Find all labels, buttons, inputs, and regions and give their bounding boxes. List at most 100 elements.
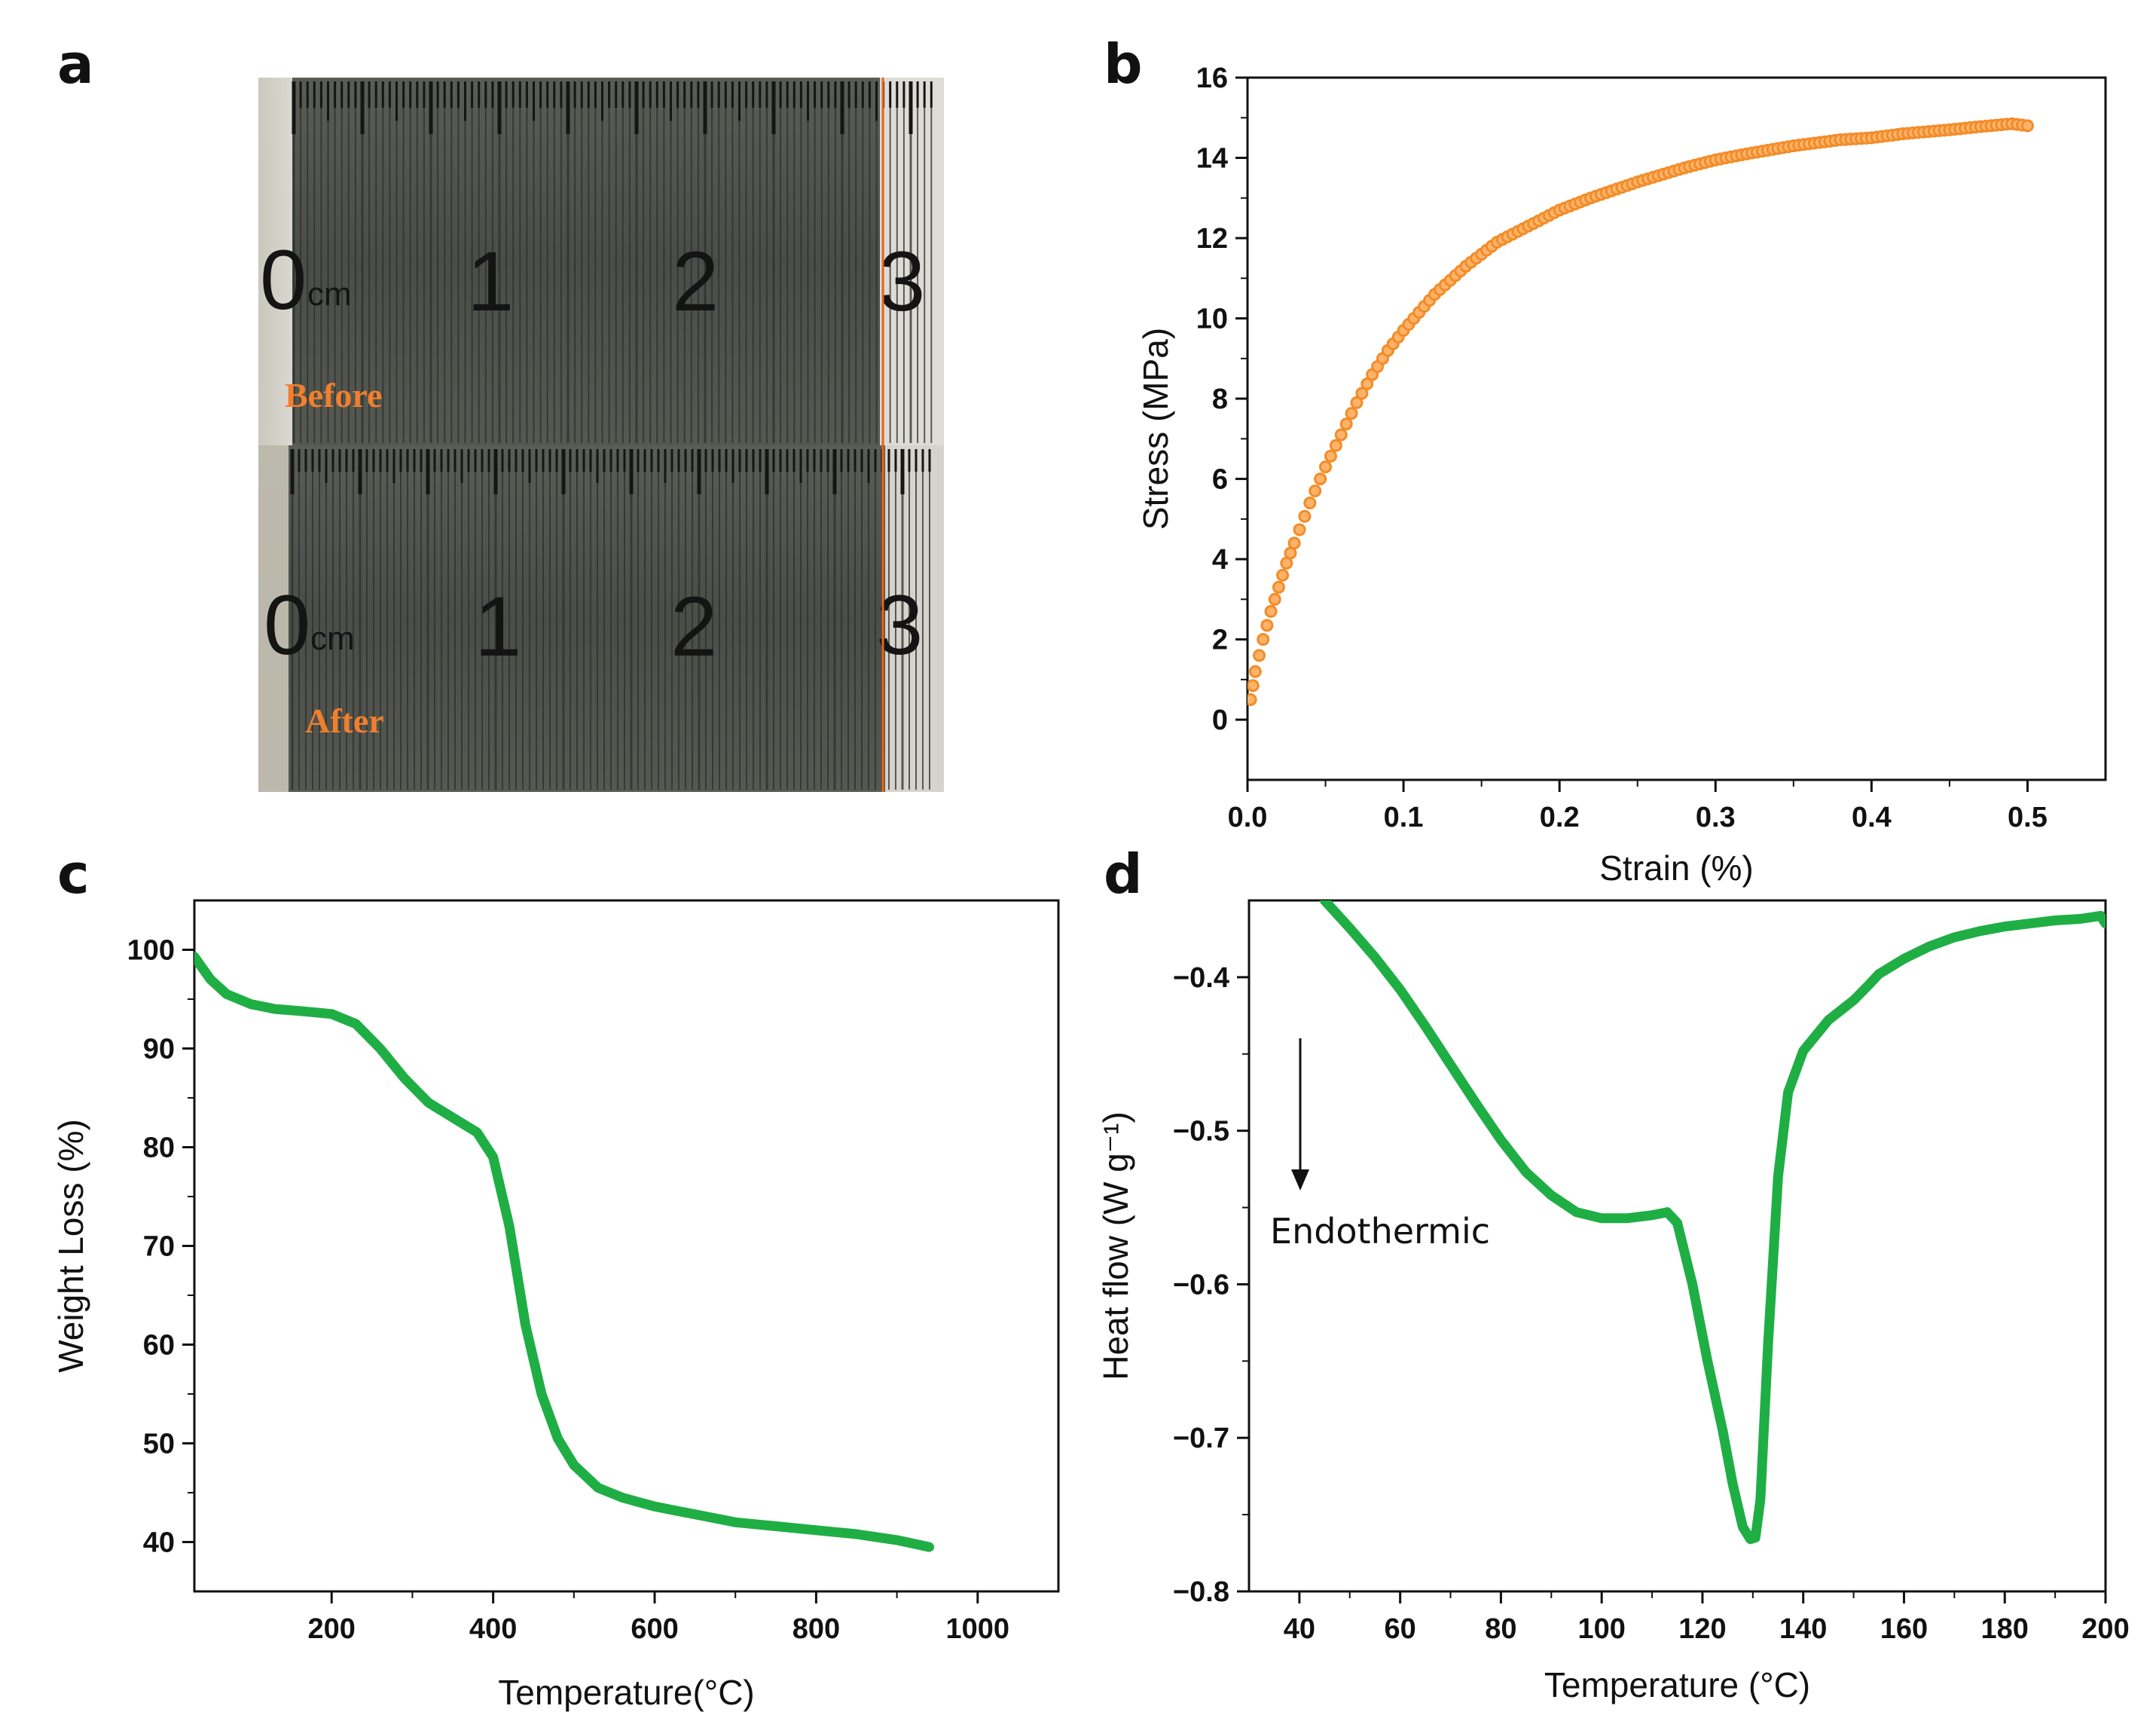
y-tick-label: 90 — [143, 1034, 175, 1065]
data-point — [1360, 378, 1374, 391]
ruler-unit-before: cm — [307, 276, 352, 313]
x-tick-label: 100 — [1577, 1613, 1625, 1645]
chart-stress-strain: 0.0 0.1 0.2 0.3 0.4 0.5 0 2 4 6 8 10 12 14 16 Strain (%… — [1136, 63, 2107, 888]
x-tick-label: 0.1 — [1384, 802, 1424, 833]
panel-a-letter: a — [57, 32, 94, 96]
panel-b-letter: b — [1104, 32, 1143, 96]
ruler-one-before: 1 — [467, 234, 514, 329]
x-tick-label: 0.5 — [2008, 802, 2048, 833]
x-tick-label: 800 — [792, 1613, 840, 1645]
data-point — [1324, 449, 1337, 463]
x-tick-label: 80 — [1485, 1613, 1516, 1645]
ruler-one-after: 1 — [475, 579, 521, 674]
y-tick-label: 2 — [1212, 625, 1228, 656]
y-tick-label: 40 — [143, 1527, 175, 1559]
y-tick-label: 80 — [143, 1133, 175, 1164]
y-axis-title: Stress (MPa) — [1136, 328, 1175, 530]
endothermic-arrow-head — [1291, 1169, 1309, 1191]
data-point — [1355, 387, 1369, 400]
data-point — [1268, 592, 1281, 606]
data-point — [1293, 523, 1306, 536]
data-point — [1339, 417, 1353, 431]
x-tick-label: 180 — [1981, 1613, 2029, 1645]
data-point — [1253, 649, 1266, 662]
panel-c-letter: c — [57, 842, 90, 906]
photo-after: 0 cm 1 2 3 After — [258, 445, 944, 792]
data-point — [1334, 428, 1348, 442]
ruler-ticks-after — [290, 449, 931, 790]
y-tick-label: 6 — [1212, 464, 1228, 496]
before-label: Before — [285, 376, 382, 414]
data-point — [1329, 439, 1342, 452]
data-point — [1264, 604, 1278, 618]
chart-tga: 200 400 600 800 1000 40 50 60 70 80 90 100 Temperatu… — [51, 899, 1060, 1712]
y-tick-label: 60 — [143, 1330, 175, 1362]
ruler-two-after: 2 — [670, 579, 717, 674]
x-tick-label: 0.2 — [1540, 802, 1580, 833]
x-tick-label: 120 — [1678, 1613, 1726, 1645]
y-tick-label: 0 — [1212, 705, 1228, 736]
data-point — [1319, 460, 1333, 474]
panel-a-photo: 0 cm 1 2 3 Before 0 cm 1 2 3 After — [258, 78, 944, 792]
data-point — [1260, 619, 1274, 632]
y-tick-label: 14 — [1196, 143, 1228, 175]
data-point — [1257, 633, 1270, 647]
data-point — [1287, 536, 1301, 550]
ruler-zero-before: 0 — [260, 233, 307, 327]
x-axis-title: Strain (%) — [1599, 848, 1753, 888]
ruler-two-before: 2 — [672, 234, 719, 329]
y-tick-label: 16 — [1196, 63, 1228, 94]
y-tick-label: 100 — [127, 935, 175, 967]
y-tick-label: 70 — [143, 1231, 175, 1263]
y-tick-label: 50 — [143, 1429, 175, 1460]
x-tick-label: 40 — [1284, 1613, 1315, 1645]
data-point — [1350, 396, 1364, 409]
x-tick-label: 600 — [631, 1613, 678, 1645]
plot-frame — [1247, 899, 2107, 1593]
x-tick-label: 160 — [1880, 1613, 1928, 1645]
data-point — [1298, 509, 1312, 523]
data-point — [1248, 665, 1262, 678]
photo-before: 0 cm 1 2 3 Before — [258, 78, 944, 445]
ruler-unit-after: cm — [310, 620, 355, 657]
ruler-ticks-before — [292, 81, 933, 443]
data-line — [194, 952, 934, 1552]
x-axis-title: Temperature (°C) — [1544, 1665, 1810, 1704]
data-point — [2020, 119, 2034, 133]
plot-frame — [1246, 76, 2107, 781]
ruler-three-before: 3 — [878, 234, 925, 329]
y-tick-label: −0.8 — [1173, 1576, 1229, 1608]
x-tick-label: 0.0 — [1228, 802, 1268, 833]
x-tick-label: 200 — [308, 1613, 356, 1645]
data-point — [1247, 692, 1257, 706]
after-label: After — [305, 702, 384, 740]
data-point — [1272, 580, 1285, 594]
y-tick-label: −0.6 — [1173, 1269, 1229, 1301]
ruler-zero-after: 0 — [264, 578, 310, 672]
y-tick-label: −0.5 — [1173, 1116, 1229, 1148]
x-tick-label: 60 — [1385, 1613, 1416, 1645]
x-tick-label: 140 — [1779, 1613, 1827, 1645]
data-point — [1276, 568, 1290, 582]
data-point — [1309, 485, 1322, 498]
x-tick-label: 1000 — [946, 1613, 1010, 1645]
data-point — [1303, 497, 1317, 510]
data-point — [1314, 472, 1327, 486]
y-tick-label: −0.4 — [1173, 962, 1229, 994]
chart-dsc: 40 60 80 100 120 140 160 180 200 −0.8 −0.7 −0.6 −0.5… — [1096, 899, 2130, 1704]
y-axis-title: Weight Loss (%) — [51, 1119, 90, 1373]
data-series — [1247, 117, 2034, 706]
panel-d-letter: d — [1104, 842, 1143, 906]
data-point — [1247, 679, 1260, 692]
x-tick-label: 200 — [2081, 1613, 2129, 1645]
x-tick-label: 0.3 — [1696, 802, 1736, 833]
y-tick-label: 8 — [1212, 384, 1228, 415]
data-line — [1319, 900, 2106, 1545]
data-point — [1345, 407, 1358, 420]
plot-frame — [193, 899, 1060, 1593]
x-axis-title: Temperature(°C) — [498, 1673, 755, 1712]
y-axis-title: Heat flow (W g⁻¹) — [1096, 1111, 1135, 1380]
endothermic-annotation: Endothermic — [1270, 1038, 1490, 1252]
x-tick-label: 0.4 — [1852, 802, 1892, 833]
y-tick-label: 10 — [1196, 304, 1228, 335]
